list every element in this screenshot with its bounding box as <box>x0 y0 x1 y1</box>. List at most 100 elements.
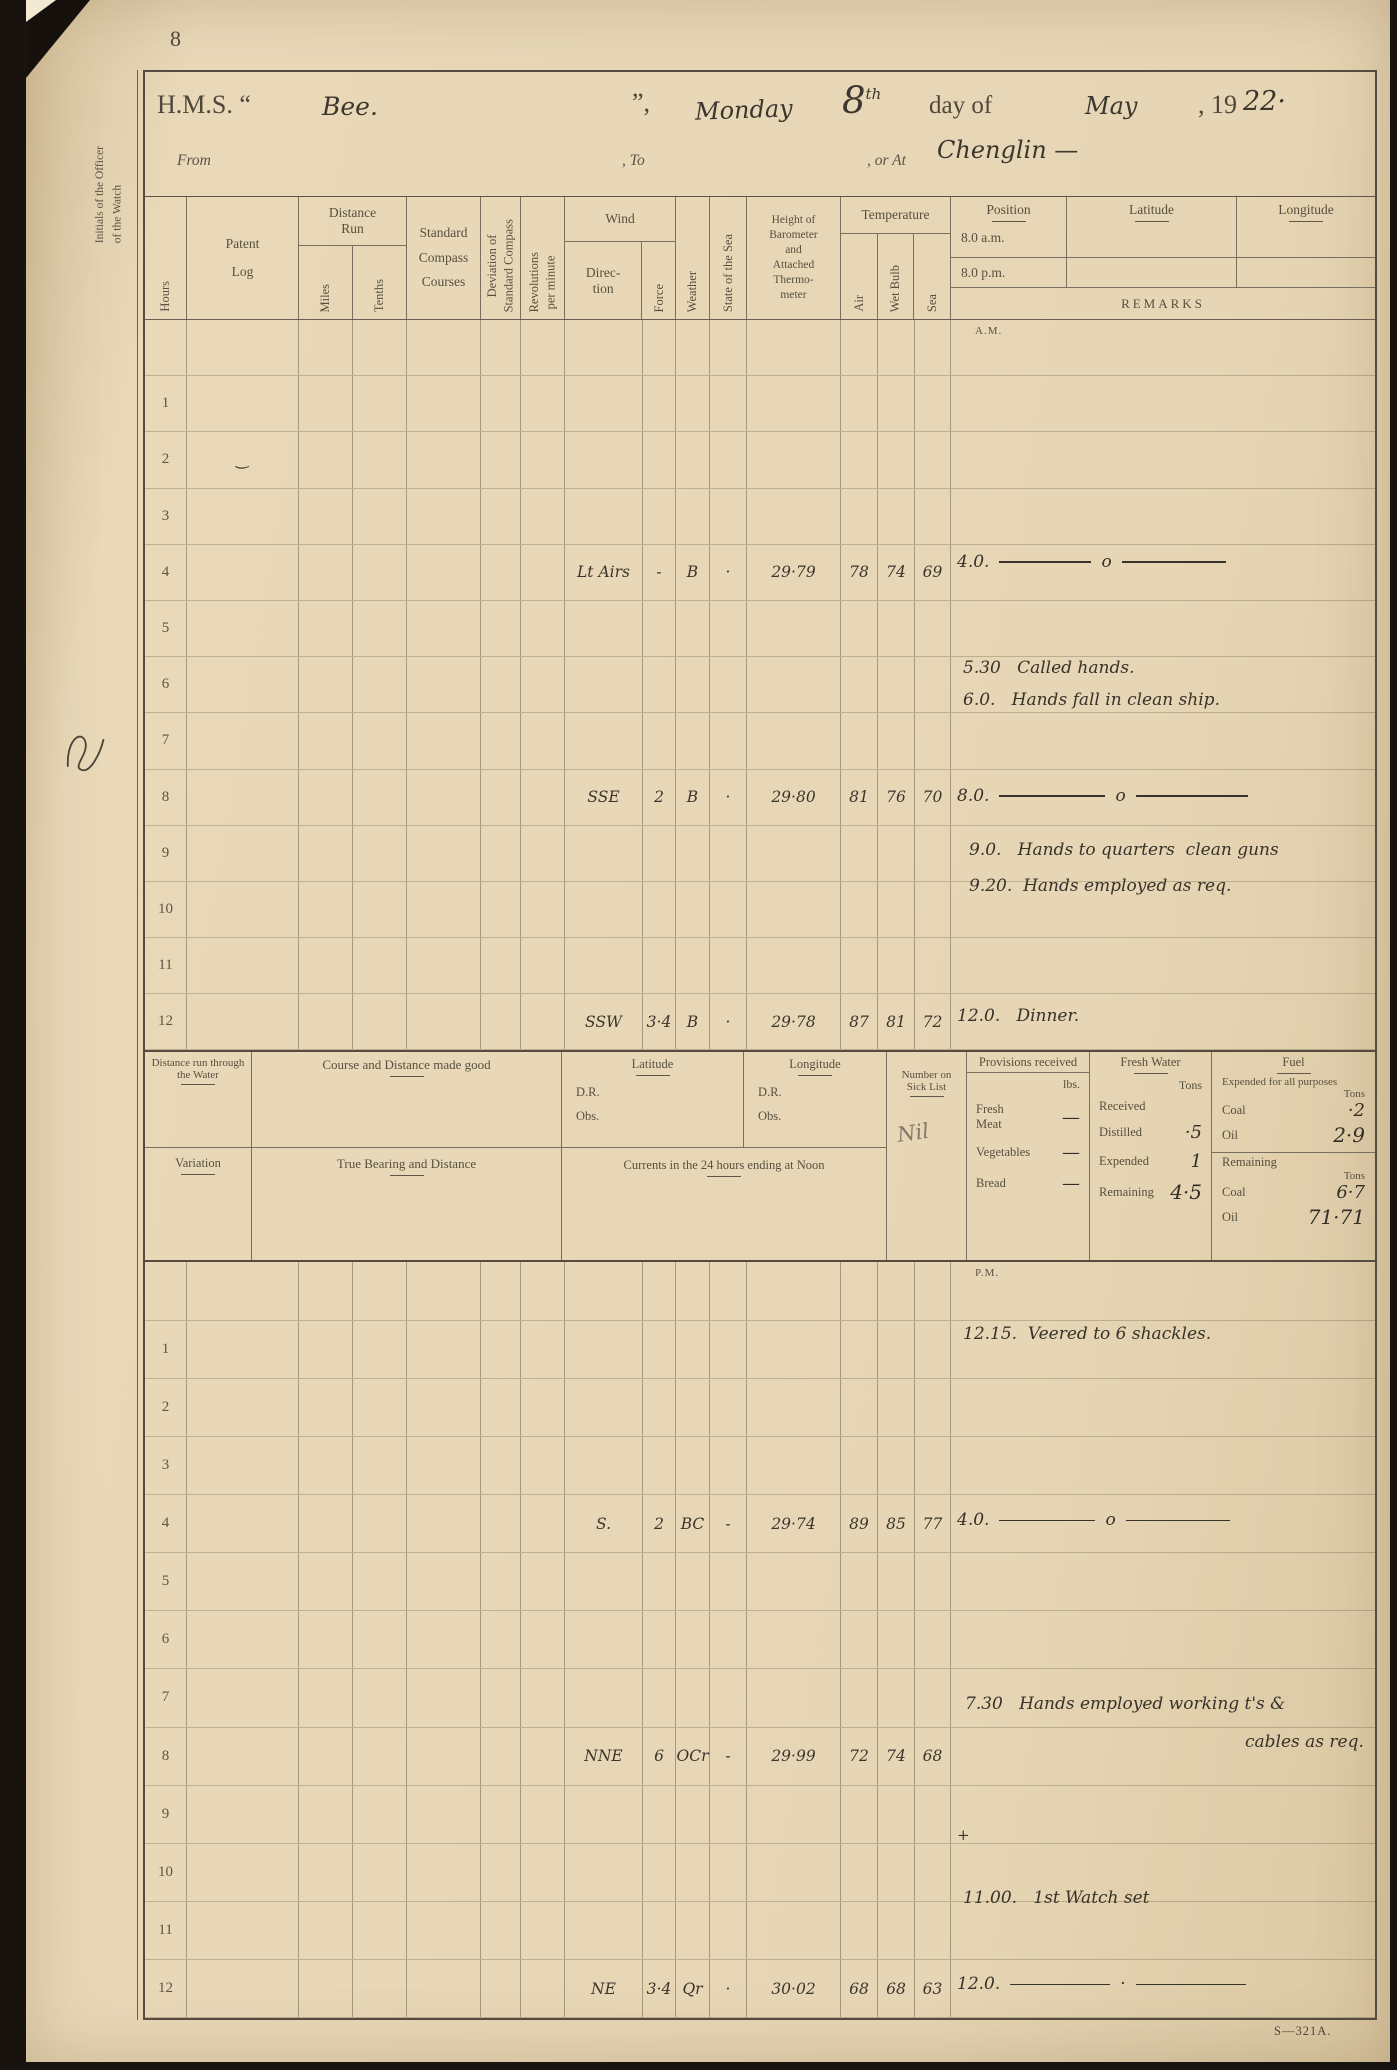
cell-wind-force <box>643 1669 676 1727</box>
cell-patent-log <box>187 994 299 1050</box>
cell-tenths <box>353 1960 407 2018</box>
cell-sea-state <box>710 488 747 544</box>
cell-tenths <box>353 881 407 938</box>
close-quote: ”, <box>632 88 651 117</box>
log-row: 10 <box>145 881 1375 939</box>
col-revolutions: Revolutions per minute <box>521 197 565 319</box>
cell-deviation <box>481 881 521 938</box>
fuel-expended-title: Expended for all purposes <box>1222 1076 1338 1089</box>
cell-deviation <box>481 1611 521 1669</box>
cell-tenths <box>353 432 407 488</box>
cell-sea-temp <box>915 881 951 938</box>
cell-weather <box>676 1320 710 1378</box>
cell-courses <box>407 1901 481 1960</box>
cell-wind-force <box>643 488 676 544</box>
logbook-page: 8 Initials of the Officer of the Watch H… <box>26 0 1390 2062</box>
cell-deviation <box>481 1320 521 1378</box>
cell-wet-bulb <box>878 376 915 432</box>
cell-patent-log <box>187 488 299 544</box>
cell-deviation <box>481 1553 521 1611</box>
cell-hour <box>145 1262 187 1320</box>
cell-barometer <box>747 1843 841 1901</box>
cell-remarks <box>951 432 1375 487</box>
cell-sea-state <box>710 1553 747 1611</box>
cell-wind-force <box>643 881 676 938</box>
cell-remarks <box>951 376 1375 431</box>
cell-revolutions <box>521 320 565 376</box>
cell-patent-log <box>187 1727 299 1785</box>
cell-remarks <box>951 826 1375 881</box>
latitude-header: Latitude <box>1067 197 1237 257</box>
cell-patent-log <box>187 600 299 657</box>
cell-wind-direction: Lt Airs <box>565 544 643 600</box>
cell-revolutions <box>521 1378 565 1436</box>
course-made-good-col: Course and Distance made good True Beari… <box>252 1052 562 1261</box>
cell-barometer <box>747 1320 841 1378</box>
cell-weather <box>676 1901 710 1960</box>
log-row: 2 <box>145 1378 1375 1437</box>
cell-patent-log <box>187 1611 299 1669</box>
cell-deviation <box>481 320 521 376</box>
cell-tenths <box>353 1553 407 1611</box>
cell-wind-force <box>643 376 676 432</box>
log-row: 5 <box>145 600 1375 658</box>
cell-weather: Qr <box>676 1960 710 2018</box>
cell-courses <box>407 713 481 769</box>
from-label: From <box>177 152 211 169</box>
cell-remarks <box>951 545 1375 600</box>
log-row: 11 <box>145 938 1375 995</box>
cell-sea-state <box>710 657 747 713</box>
cell-deviation <box>481 376 521 432</box>
cell-patent-log <box>187 1262 299 1320</box>
col-temperature: Temperature Air Wet Bulb Sea <box>841 197 951 319</box>
cell-wet-bulb <box>878 657 915 713</box>
ship-name: Bee. <box>322 92 378 121</box>
cell-revolutions <box>521 825 565 881</box>
col-distance-run: Distance Run Miles Tenths <box>299 197 407 319</box>
noon-latitude-col: Latitude D.R. Obs. <box>562 1052 744 1148</box>
cell-remarks <box>951 657 1375 712</box>
log-row: 2 ‿ <box>145 432 1375 489</box>
cell-patent-log <box>187 320 299 376</box>
cell-hour: 6 <box>145 1611 187 1669</box>
cell-miles <box>299 1495 353 1553</box>
cell-sea-temp: 69 <box>915 544 951 600</box>
cell-revolutions <box>521 1262 565 1320</box>
cell-wind-direction <box>565 881 643 938</box>
cell-wind-force <box>643 432 676 488</box>
cell-hour: 12 <box>145 1960 187 2018</box>
provisions-unit: lbs. <box>1062 1077 1080 1092</box>
cell-miles <box>299 657 353 713</box>
cell-sea-temp <box>915 1436 951 1494</box>
cell-wind-force <box>643 1378 676 1436</box>
cell-air-temp <box>841 1785 878 1843</box>
cell-deviation <box>481 1901 521 1960</box>
cell-hour: 12 <box>145 994 187 1050</box>
cell-remarks <box>951 713 1375 768</box>
cell-sea-temp <box>915 376 951 432</box>
cell-hour: 8 <box>145 769 187 825</box>
cell-sea-temp: 63 <box>915 1960 951 2018</box>
cell-wind-force <box>643 1553 676 1611</box>
cell-courses <box>407 1611 481 1669</box>
cell-hour: 4 <box>145 1495 187 1553</box>
cell-patent-log <box>187 544 299 600</box>
cell-patent-log <box>187 1843 299 1901</box>
cell-air-temp: 87 <box>841 994 878 1050</box>
cell-miles <box>299 1611 353 1669</box>
log-row: 1 <box>145 1320 1375 1379</box>
cell-weather <box>676 825 710 881</box>
log-row: 4 Lt Airs - B · 29·79 78 74 69 <box>145 544 1375 601</box>
or-at-label: , or At <box>867 152 906 169</box>
cell-wind-direction <box>565 1553 643 1611</box>
true-bearing-label: True Bearing and Distance <box>252 1148 561 1260</box>
log-row: 5 <box>145 1553 1375 1612</box>
cell-air-temp <box>841 825 878 881</box>
cell-miles <box>299 1436 353 1494</box>
cell-patent-log <box>187 1553 299 1611</box>
cell-barometer <box>747 600 841 657</box>
col-hours: Hours <box>145 197 187 319</box>
officer-initials-mark <box>66 735 105 771</box>
cell-barometer <box>747 432 841 488</box>
fuel-unit-1: Tons <box>1343 1088 1365 1101</box>
